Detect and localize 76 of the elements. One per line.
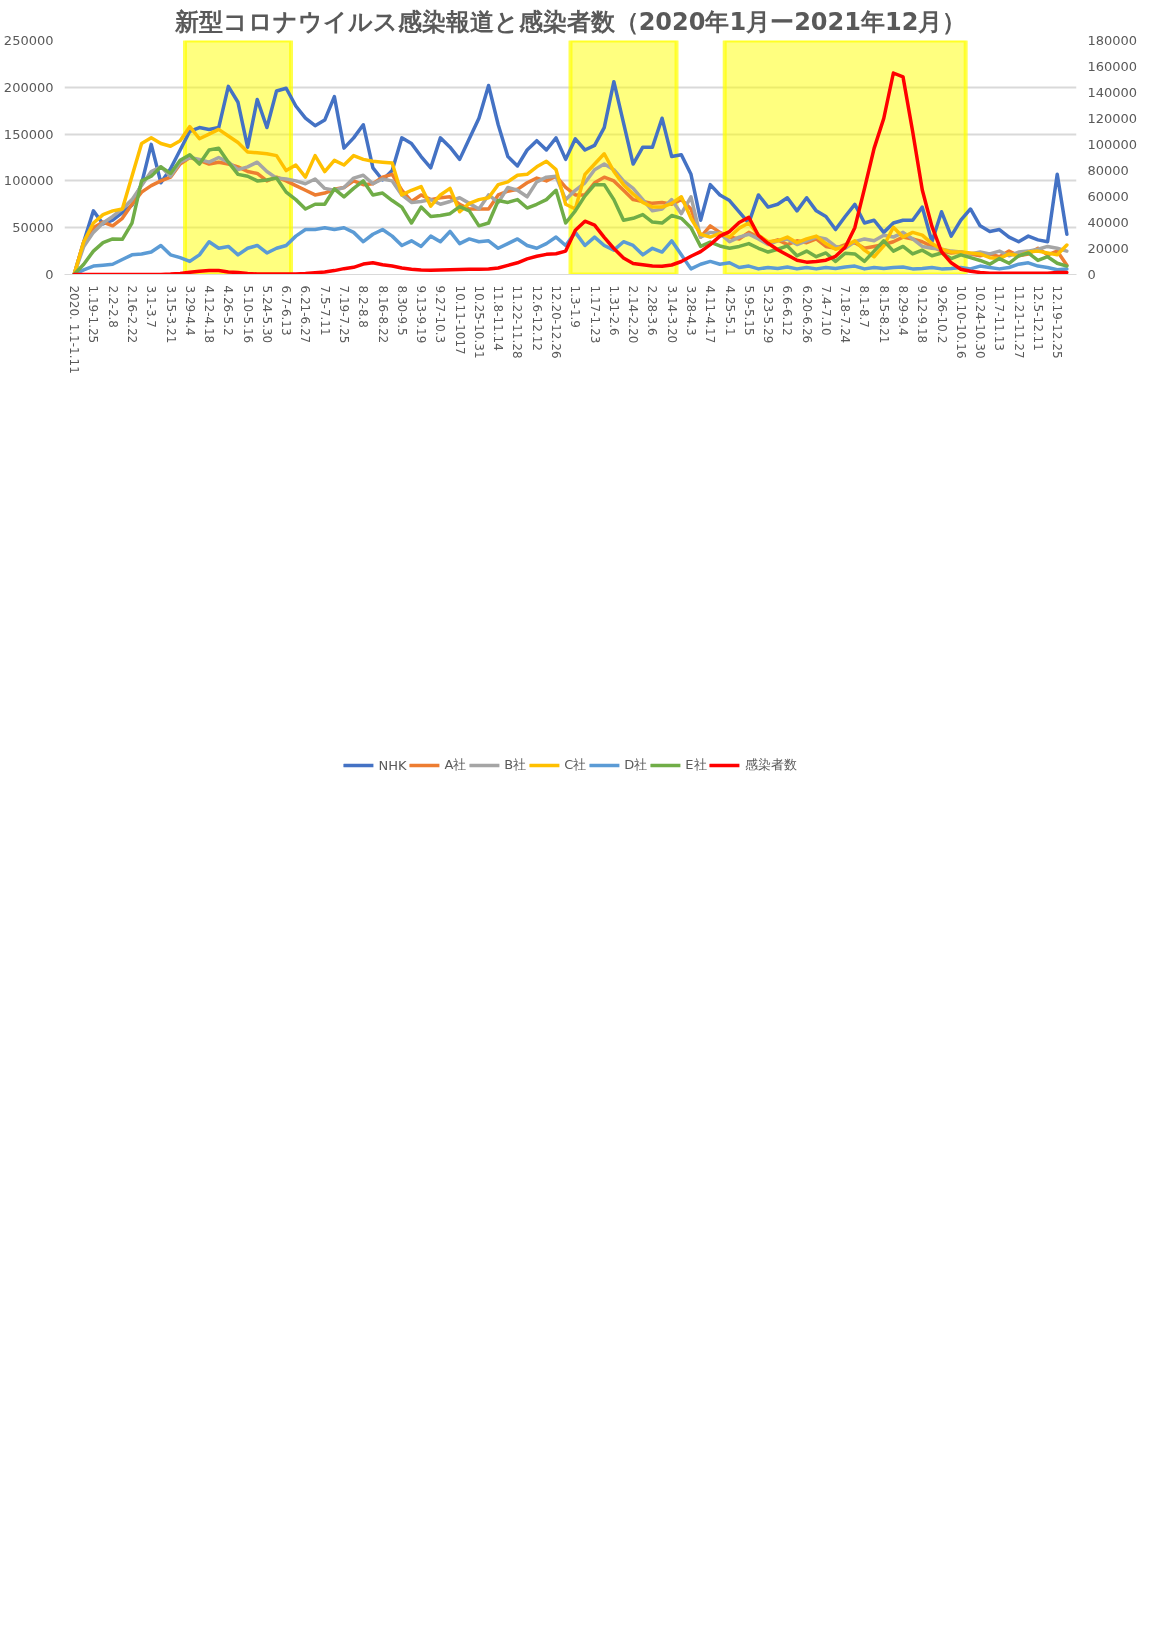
- x-tick-label: 6.7-6.13: [279, 285, 294, 336]
- chart-title: 新型コロナウイルス感染報道と感染者数（2020年1月ー2021年12月）: [173, 7, 967, 36]
- x-tick-label: 7.4-7.10: [818, 285, 833, 336]
- legend-label: C社: [564, 756, 587, 774]
- x-tick-label: 5.24-5.30: [259, 285, 274, 344]
- x-tick-label: 3.1-3.7: [144, 285, 159, 328]
- y2-tick-label: 20000: [1087, 241, 1129, 256]
- x-tick-label: 5.10-5.16: [240, 285, 255, 344]
- x-tick-label: 11.7-11.13: [992, 285, 1007, 351]
- x-tick-label: 6.6-6.12: [780, 285, 795, 336]
- x-tick-label: 3.28-4.3: [683, 285, 698, 336]
- y-tick-label: 0: [45, 267, 54, 282]
- x-tick-label: 6.21-6.27: [298, 285, 313, 344]
- x-tick-label: 8.29-9.4: [896, 285, 911, 336]
- y2-tick-label: 40000: [1087, 215, 1129, 230]
- x-tick-label: 8.2-8.8: [356, 285, 371, 328]
- x-tick-label: 12.5-12.11: [1030, 285, 1045, 351]
- x-tick-label: 11.8-11.14: [491, 285, 506, 351]
- y2-tick-label: 180000: [1087, 33, 1138, 48]
- x-tick-label: 2.16-2.22: [124, 285, 139, 344]
- x-tick-label: 7.19-7.25: [337, 285, 351, 344]
- legend-label: B社: [504, 756, 527, 774]
- x-tick-label: 7.18-7.24: [838, 285, 853, 344]
- y2-tick-label: 60000: [1087, 189, 1129, 204]
- y2-tick-label: 100000: [1087, 137, 1138, 152]
- x-tick-label: 10.10-10.16: [953, 285, 968, 359]
- y2-tick-label: 0: [1087, 267, 1096, 282]
- x-tick-label: 9.13-9.19: [414, 285, 429, 344]
- y-tick-label: 50000: [12, 220, 54, 236]
- x-tick-label: 1.17-1.23: [587, 285, 602, 344]
- x-tick-label: 1.3-1.9: [568, 285, 583, 328]
- x-tick-label: 8.16-8.22: [375, 285, 390, 344]
- y-tick-label: 200000: [3, 79, 54, 95]
- x-tick-label: 10.11-1017: [452, 285, 467, 355]
- x-tick-label: 11.22-11.28: [510, 285, 525, 359]
- x-tick-label: 1.19-1.25: [86, 285, 101, 344]
- x-tick-label: 9.12-9.18: [915, 285, 930, 344]
- x-tick-label: 5.9-5.15: [741, 285, 756, 336]
- x-tick-label: 6.20-6.26: [799, 285, 814, 344]
- legend-label: NHK: [378, 757, 407, 773]
- y-tick-label: 100000: [3, 173, 54, 189]
- x-tick-label: 8.1-8.7: [857, 285, 872, 328]
- x-tick-label: 5.23-5.29: [761, 285, 776, 344]
- legend-label: E社: [685, 756, 707, 774]
- x-tick-label: 12.19-12.25: [1050, 285, 1065, 359]
- x-tick-label: 4.26-5.2: [221, 285, 236, 336]
- x-tick-label: 12.6-12.12: [529, 285, 544, 351]
- x-tick-label: 8.15-8.21: [876, 285, 891, 344]
- y2-tick-label: 120000: [1087, 111, 1138, 126]
- x-tick-label: 4.25-5.1: [722, 285, 737, 336]
- y2-tick-label: 80000: [1087, 163, 1129, 178]
- x-tick-label: 9.26-10.2: [934, 285, 949, 344]
- x-tick-label: 2020. 1.1-1.11: [67, 285, 82, 374]
- y2-tick-label: 160000: [1087, 59, 1138, 74]
- y-tick-label: 150000: [3, 126, 54, 142]
- x-tick-label: 2.28-3.6: [645, 285, 660, 336]
- x-tick-label: 4.11-4.17: [703, 285, 718, 344]
- x-tick-label: 2.2-2.8: [105, 285, 120, 328]
- x-tick-label: 11.21-11.27: [1011, 285, 1026, 359]
- x-tick-label: 3.29-4.4: [182, 285, 197, 336]
- x-tick-label: 12.20-12.26: [549, 285, 564, 359]
- x-tick-label: 1.31-2.6: [606, 285, 621, 336]
- legend-label: 感染者数: [744, 756, 797, 774]
- legend-label: D社: [624, 756, 648, 774]
- y-tick-label: 250000: [3, 33, 54, 48]
- x-tick-label: 2.14-2.20: [626, 285, 641, 344]
- x-tick-label: 8.30-9.5: [394, 285, 409, 336]
- legend-label: A社: [444, 756, 467, 774]
- x-tick-label: 9.27-10.3: [433, 285, 448, 344]
- y2-tick-label: 140000: [1087, 85, 1138, 100]
- x-tick-label: 10.24-10.30: [973, 285, 988, 359]
- x-tick-label: 3.14-3.20: [664, 285, 679, 344]
- x-tick-label: 10.25-10.31: [471, 285, 486, 359]
- x-tick-label: 4.12-4.18: [202, 285, 217, 344]
- x-tick-label: 3.15-3.21: [163, 285, 178, 344]
- x-tick-label: 7.5-7.11: [317, 285, 332, 336]
